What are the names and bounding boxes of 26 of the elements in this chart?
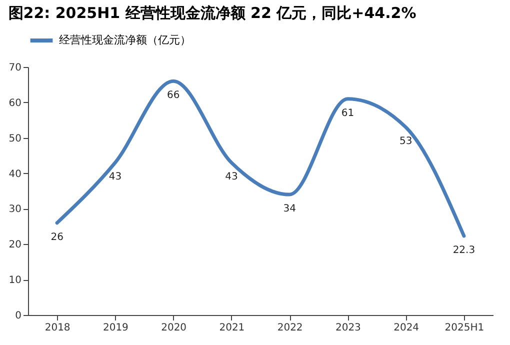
y-tick-label: 50 <box>8 133 22 144</box>
x-tick-label: 2024 <box>394 322 420 334</box>
y-tick-label: 60 <box>8 98 22 109</box>
x-tick-label: 2022 <box>277 322 303 334</box>
x-tick-label: 2019 <box>102 322 128 334</box>
data-label: 34 <box>283 204 296 215</box>
x-tick-label: 2023 <box>335 322 361 334</box>
x-tick-label: 2025H1 <box>444 322 484 334</box>
y-tick-label: 0 <box>15 310 22 322</box>
chart-title: 图22: 2025H1 经营性现金流净额 22 亿元，同比+44.2% <box>8 4 416 22</box>
data-label: 61 <box>341 108 354 119</box>
x-tick-label: 2018 <box>44 322 70 334</box>
y-tick-label: 40 <box>8 168 22 180</box>
legend-label: 经营性现金流净额（亿元） <box>59 34 191 46</box>
x-tick-label: 2020 <box>161 322 187 334</box>
data-label: 43 <box>225 172 238 183</box>
data-label: 53 <box>399 136 412 148</box>
data-label: 22.3 <box>452 244 476 256</box>
y-tick-label: 20 <box>8 240 22 251</box>
x-tick-label: 2021 <box>219 322 245 334</box>
y-tick-label: 30 <box>8 204 22 216</box>
y-tick-label: 70 <box>8 62 22 74</box>
data-label: 26 <box>50 232 64 243</box>
data-label: 66 <box>166 90 180 102</box>
y-tick-label: 10 <box>8 275 22 286</box>
data-label: 43 <box>108 172 122 183</box>
